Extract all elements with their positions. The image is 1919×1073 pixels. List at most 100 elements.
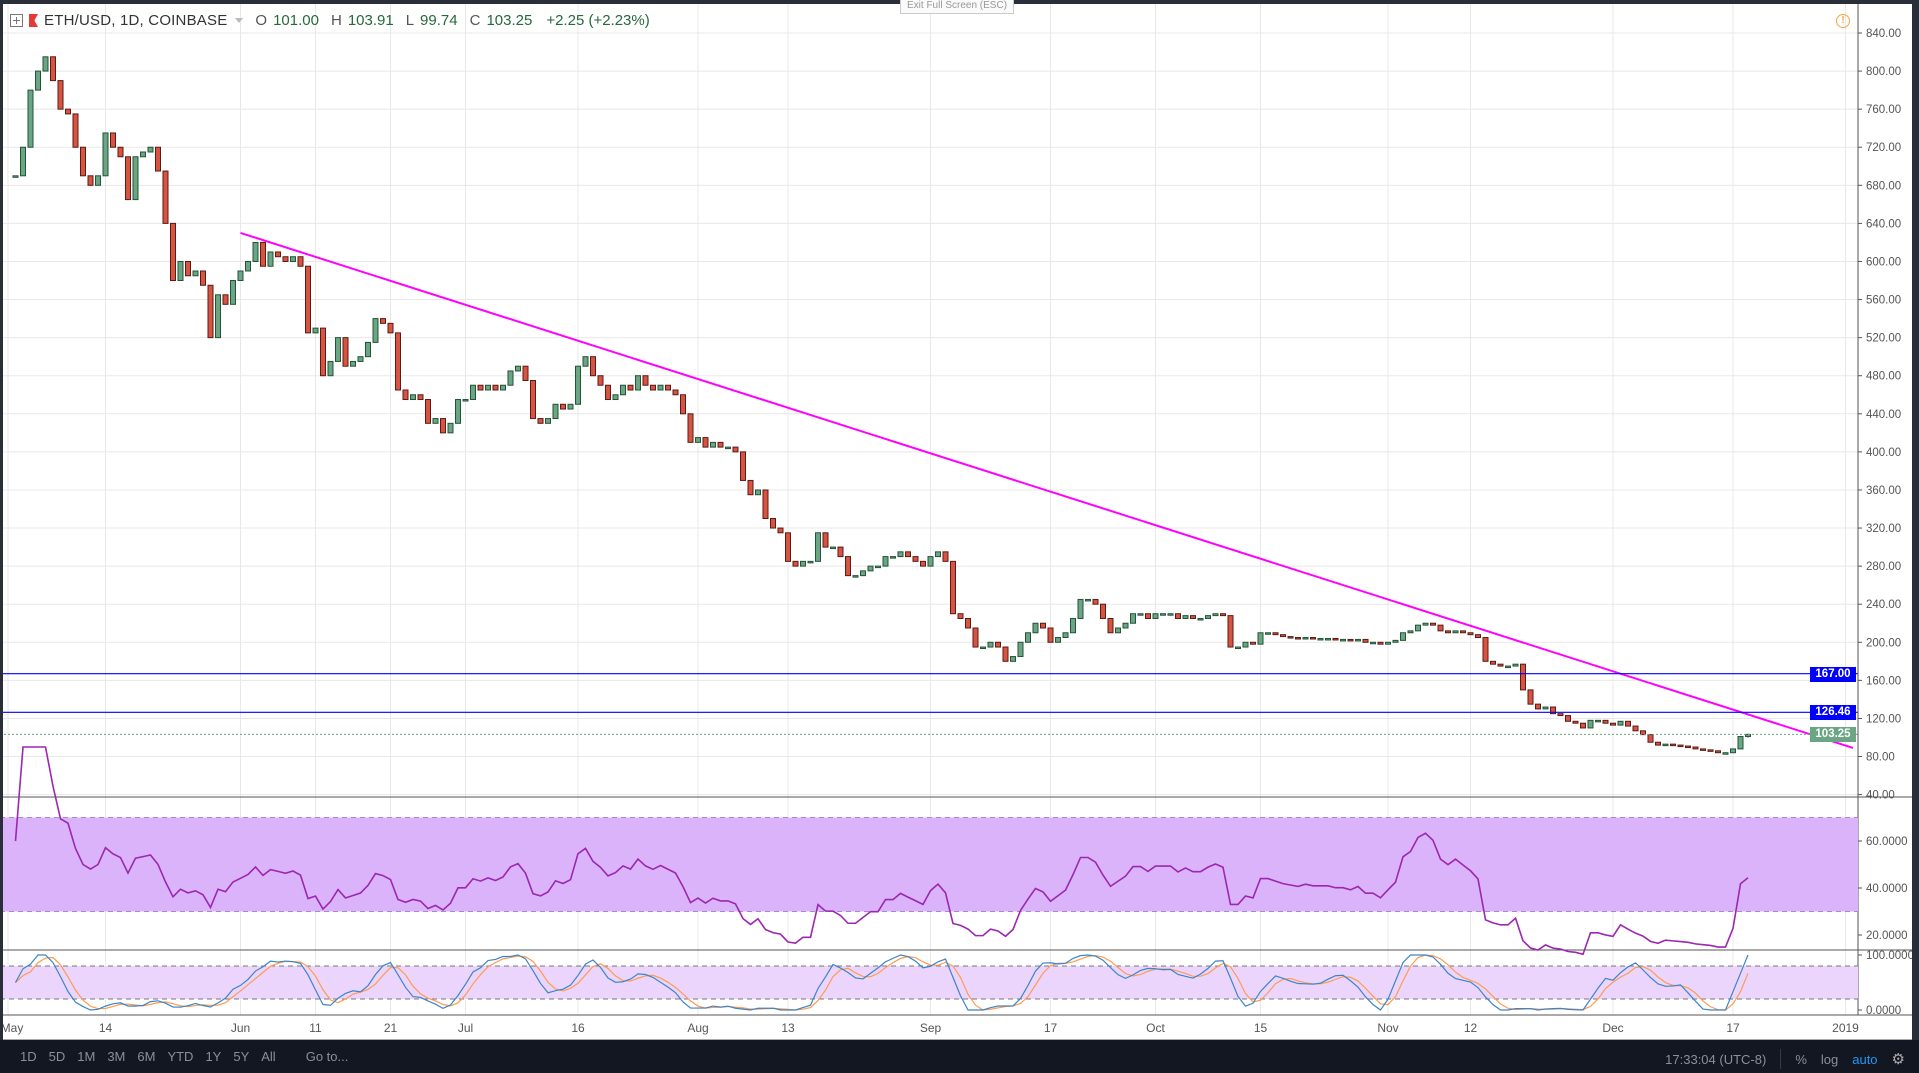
- exit-fullscreen-button[interactable]: Exit Full Screen (ESC): [900, 0, 1015, 14]
- percent-toggle[interactable]: %: [1795, 1051, 1807, 1067]
- gear-icon[interactable]: ⚙: [1891, 1050, 1905, 1068]
- candle: [1625, 720, 1631, 727]
- range-5d[interactable]: 5D: [48, 1049, 66, 1064]
- candle: [1100, 603, 1106, 619]
- auto-toggle[interactable]: auto: [1852, 1051, 1878, 1067]
- candle: [200, 270, 206, 286]
- candle: [455, 399, 461, 424]
- candle: [80, 146, 86, 177]
- symbol-title[interactable]: ETH/USD, 1D, COINBASE: [44, 12, 228, 29]
- range-1y[interactable]: 1Y: [205, 1049, 222, 1064]
- candle: [1437, 624, 1444, 632]
- candle: [1055, 637, 1061, 643]
- goto-button[interactable]: Go to...: [305, 1049, 349, 1064]
- candle: [380, 318, 386, 324]
- price-axis-label: 760.00: [1866, 104, 1901, 116]
- candle: [192, 270, 199, 277]
- range-1m[interactable]: 1M: [77, 1049, 96, 1064]
- candle: [1010, 656, 1016, 662]
- candle: [627, 384, 634, 391]
- range-all[interactable]: All: [261, 1049, 276, 1064]
- candle: [1707, 749, 1714, 752]
- candle: [1115, 627, 1121, 634]
- time-axis-label: Sep: [920, 1021, 942, 1035]
- candle: [327, 360, 334, 377]
- candle: [650, 384, 656, 391]
- candle: [1572, 720, 1579, 724]
- candle: [447, 422, 454, 434]
- chevron-down-icon[interactable]: [235, 18, 244, 23]
- candle: [1737, 736, 1744, 750]
- candle: [687, 413, 694, 443]
- candle: [222, 294, 229, 305]
- candle: [537, 418, 544, 424]
- candle: [95, 175, 101, 186]
- candle: [590, 356, 596, 377]
- clock[interactable]: 17:33:04 (UTC-8): [1665, 1051, 1767, 1067]
- range-5y[interactable]: 5Y: [233, 1049, 250, 1064]
- expand-plus-icon[interactable]: [10, 14, 23, 27]
- candle: [35, 70, 41, 91]
- candle: [237, 270, 244, 282]
- candle: [1107, 617, 1114, 634]
- time-axis-label: May: [1, 1021, 24, 1035]
- candle: [1362, 638, 1369, 643]
- candle: [1415, 624, 1421, 632]
- range-3m[interactable]: 3M: [107, 1049, 126, 1064]
- price-axis-label: 680.00: [1866, 180, 1901, 192]
- candle: [530, 379, 536, 420]
- close-label: C: [469, 12, 481, 29]
- candle: [1505, 665, 1511, 669]
- candle: [1212, 613, 1219, 617]
- candle: [777, 527, 784, 534]
- candle: [372, 318, 379, 343]
- candle: [1227, 615, 1234, 648]
- warning-icon[interactable]: !: [1836, 14, 1850, 28]
- candle: [785, 532, 791, 562]
- candle: [567, 403, 574, 410]
- candle: [1685, 745, 1691, 749]
- candle: [672, 389, 679, 396]
- candle: [147, 146, 154, 153]
- divider: [1780, 1049, 1782, 1069]
- stoch-axis-label: 100.0000: [1866, 950, 1914, 962]
- candle: [740, 451, 746, 481]
- candle: [72, 113, 79, 148]
- candle: [680, 394, 686, 415]
- candle: [342, 337, 349, 367]
- candle: [635, 375, 641, 391]
- candle: [1610, 722, 1616, 726]
- log-toggle[interactable]: log: [1820, 1051, 1839, 1067]
- candle: [170, 222, 176, 282]
- candle: [770, 518, 776, 529]
- candle: [185, 260, 191, 277]
- candle: [1325, 637, 1331, 641]
- price-axis-label: 240.00: [1866, 599, 1901, 611]
- rsi-line: [14, 746, 1749, 956]
- range-ytd[interactable]: YTD: [167, 1049, 194, 1064]
- candle: [87, 175, 94, 186]
- trend-line: [240, 231, 1854, 749]
- candle: [1700, 748, 1706, 751]
- range-6m[interactable]: 6M: [137, 1049, 156, 1064]
- price-axis-label: 840.00: [1866, 28, 1901, 40]
- candle: [875, 565, 881, 569]
- open-label: O: [255, 12, 268, 29]
- candle: [1295, 637, 1301, 640]
- price-axis-label: 160.00: [1866, 675, 1901, 687]
- candle: [1092, 598, 1099, 605]
- range-1d[interactable]: 1D: [20, 1049, 37, 1064]
- candle: [432, 418, 439, 424]
- candle: [1085, 598, 1091, 602]
- candle: [1482, 637, 1489, 662]
- candle: [710, 441, 716, 448]
- window-frame-left: [0, 0, 3, 1073]
- candle: [1340, 638, 1346, 642]
- candle: [1640, 730, 1646, 736]
- candle: [1242, 641, 1249, 648]
- flag-icon[interactable]: [29, 14, 38, 27]
- candle: [972, 627, 979, 648]
- candle: [132, 156, 139, 201]
